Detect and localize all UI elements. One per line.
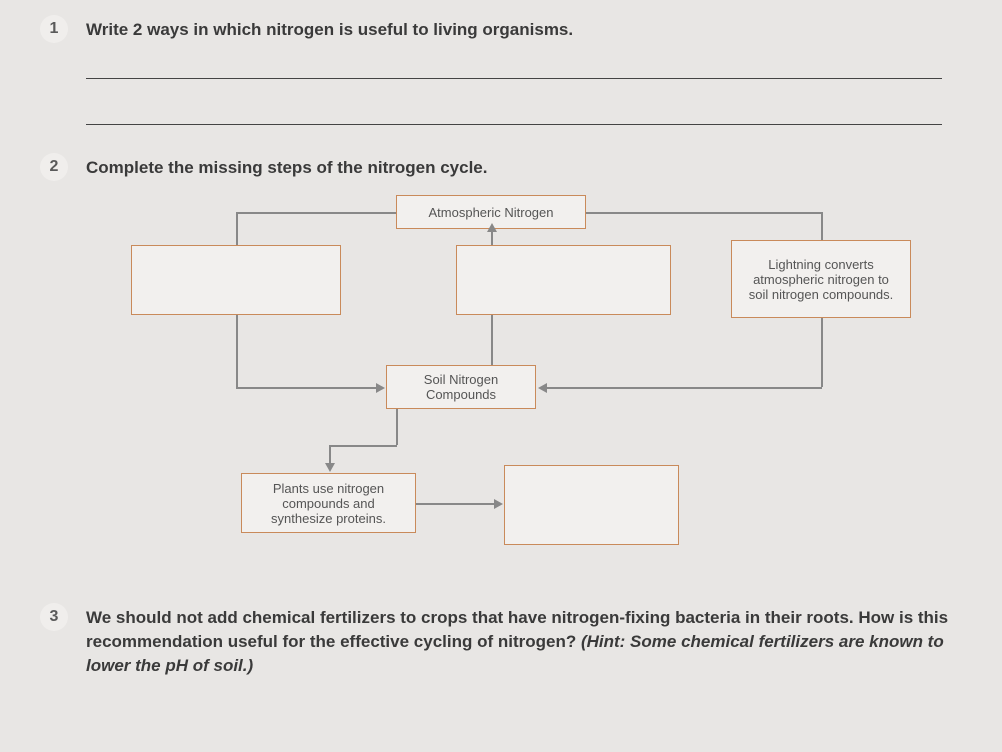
question-3-header: 3 We should not add chemical fertilizers… bbox=[40, 603, 962, 677]
box-plants: Plants use nitrogen compounds and synthe… bbox=[241, 473, 416, 533]
question-2: 2 Complete the missing steps of the nitr… bbox=[40, 153, 962, 575]
arrow-lightning-to-soil-v bbox=[821, 318, 823, 387]
box-lightning: Lightning converts atmospheric nitrogen … bbox=[731, 240, 911, 318]
question-3: 3 We should not add chemical fertilizers… bbox=[40, 603, 962, 677]
answer-line-1[interactable] bbox=[86, 51, 942, 79]
question-1-number: 1 bbox=[40, 15, 68, 43]
arrow-atm-to-emptyleft-v bbox=[236, 212, 238, 245]
box-soil-nitrogen: Soil Nitrogen Compounds bbox=[386, 365, 536, 409]
arrow-soil-to-atm bbox=[491, 315, 493, 365]
arrow-atm-to-emptyleft-h bbox=[236, 212, 396, 214]
question-2-text: Complete the missing steps of the nitrog… bbox=[86, 153, 487, 180]
box-empty-mid[interactable] bbox=[456, 245, 671, 315]
question-1-header: 1 Write 2 ways in which nitrogen is usef… bbox=[40, 15, 962, 43]
arrowhead-soil-to-plants bbox=[325, 463, 335, 472]
arrowhead-lightning-to-soil bbox=[538, 383, 547, 393]
answer-line-2[interactable] bbox=[86, 97, 942, 125]
box-soil-label: Soil Nitrogen Compounds bbox=[397, 372, 525, 402]
arrow-lightning-to-soil-h bbox=[546, 387, 822, 389]
arrow-atm-to-lightning-v bbox=[821, 212, 823, 240]
arrow-emptyleft-to-soil-h bbox=[236, 387, 378, 389]
arrow-soil-to-plants-h bbox=[329, 445, 397, 447]
question-2-header: 2 Complete the missing steps of the nitr… bbox=[40, 153, 962, 181]
box-plants-label: Plants use nitrogen compounds and synthe… bbox=[252, 481, 405, 526]
arrowhead-emptyleft-to-soil bbox=[376, 383, 385, 393]
arrow-soil-to-plants-v2 bbox=[329, 445, 331, 465]
box-lightning-label: Lightning converts atmospheric nitrogen … bbox=[742, 257, 900, 302]
arrow-atm-to-lightning-h bbox=[586, 212, 821, 214]
arrowhead-plants-to-emptybottom bbox=[494, 499, 503, 509]
question-2-number: 2 bbox=[40, 153, 68, 181]
nitrogen-cycle-diagram: Atmospheric Nitrogen Lightning converts … bbox=[86, 195, 966, 575]
arrowhead-emptymid-to-atm bbox=[487, 223, 497, 232]
box-empty-bottom[interactable] bbox=[504, 465, 679, 545]
arrow-plants-to-emptybottom bbox=[416, 503, 496, 505]
box-empty-left[interactable] bbox=[131, 245, 341, 315]
box-atmospheric-label: Atmospheric Nitrogen bbox=[429, 205, 554, 220]
question-3-number: 3 bbox=[40, 603, 68, 631]
question-3-text: We should not add chemical fertilizers t… bbox=[86, 603, 962, 677]
arrow-emptyleft-to-soil-v bbox=[236, 315, 238, 387]
question-1: 1 Write 2 ways in which nitrogen is usef… bbox=[40, 15, 962, 125]
arrow-soil-to-plants-v bbox=[396, 409, 398, 445]
question-1-text: Write 2 ways in which nitrogen is useful… bbox=[86, 15, 573, 42]
